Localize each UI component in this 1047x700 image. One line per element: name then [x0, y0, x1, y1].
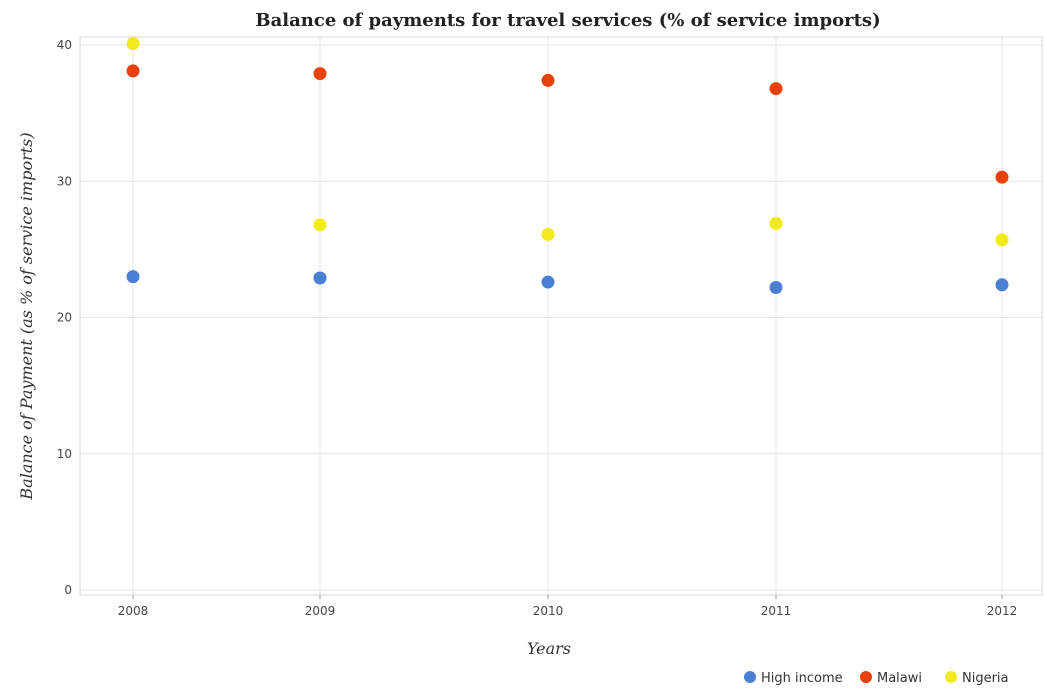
legend-marker-high-income — [744, 671, 756, 683]
legend-label: Nigeria — [962, 671, 1009, 686]
point-nigeria-2009 — [313, 218, 327, 232]
y-tick-label: 20 — [57, 311, 72, 325]
point-nigeria-2012 — [995, 233, 1009, 247]
y-tick-label: 0 — [64, 583, 72, 597]
point-high-income-2009 — [313, 271, 327, 285]
legend-marker-nigeria — [945, 671, 957, 683]
legend-marker-malawi — [860, 671, 872, 683]
point-malawi-2008 — [126, 64, 140, 78]
chart-title: Balance of payments for travel services … — [255, 10, 880, 31]
point-malawi-2010 — [541, 73, 555, 87]
point-high-income-2011 — [769, 281, 783, 295]
data-points — [126, 37, 1009, 295]
x-tick-label: 2011 — [761, 604, 792, 618]
y-tick-label: 40 — [57, 38, 72, 52]
point-high-income-2010 — [541, 275, 555, 289]
point-malawi-2011 — [769, 82, 783, 96]
x-tick-label: 2009 — [305, 604, 336, 618]
x-axis-ticks: 2008 2009 2010 2011 2012 — [118, 595, 1018, 618]
legend-label: High income — [761, 671, 843, 686]
y-tick-label: 10 — [57, 447, 72, 461]
y-axis-label: Balance of Payment (as % of service impo… — [17, 132, 36, 500]
point-high-income-2012 — [995, 278, 1009, 292]
legend: High income Malawi Nigeria — [744, 671, 1009, 686]
point-nigeria-2008 — [126, 37, 140, 51]
point-nigeria-2010 — [541, 227, 555, 241]
legend-label: Malawi — [877, 671, 922, 686]
x-axis-label: Years — [527, 639, 571, 658]
y-tick-label: 30 — [57, 174, 72, 188]
plot-frame — [79, 36, 1043, 596]
point-high-income-2008 — [126, 270, 140, 284]
grid — [80, 37, 1042, 595]
x-tick-label: 2008 — [118, 604, 149, 618]
x-tick-label: 2012 — [987, 604, 1018, 618]
y-axis-ticks: 0 10 20 30 40 — [57, 38, 72, 597]
point-nigeria-2011 — [769, 216, 783, 230]
point-malawi-2012 — [995, 170, 1009, 184]
point-malawi-2009 — [313, 67, 327, 81]
x-tick-label: 2010 — [533, 604, 564, 618]
